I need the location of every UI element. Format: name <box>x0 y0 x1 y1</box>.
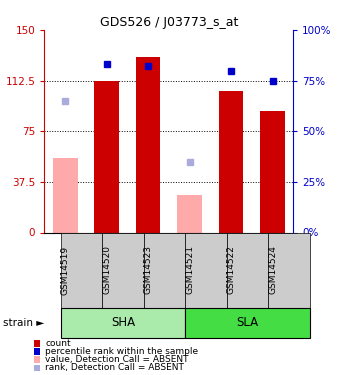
Bar <box>94 81 119 232</box>
Text: GSM14523: GSM14523 <box>144 246 152 294</box>
Bar <box>177 195 202 232</box>
Text: GSM14520: GSM14520 <box>102 246 111 294</box>
Text: rank, Detection Call = ABSENT: rank, Detection Call = ABSENT <box>45 363 184 372</box>
Bar <box>136 57 161 232</box>
Text: SHA: SHA <box>111 316 135 329</box>
Text: SLA: SLA <box>237 316 259 329</box>
Bar <box>260 111 285 232</box>
Text: percentile rank within the sample: percentile rank within the sample <box>45 347 198 356</box>
Text: GSM14519: GSM14519 <box>61 246 70 295</box>
Text: value, Detection Call = ABSENT: value, Detection Call = ABSENT <box>45 355 189 364</box>
Text: GSM14522: GSM14522 <box>226 246 236 294</box>
Text: GSM14524: GSM14524 <box>268 246 277 294</box>
Bar <box>53 158 77 232</box>
Text: count: count <box>45 339 71 348</box>
Title: GDS526 / J03773_s_at: GDS526 / J03773_s_at <box>100 16 238 29</box>
Text: strain ►: strain ► <box>3 318 45 327</box>
Text: GSM14521: GSM14521 <box>185 246 194 294</box>
Bar <box>219 91 243 232</box>
